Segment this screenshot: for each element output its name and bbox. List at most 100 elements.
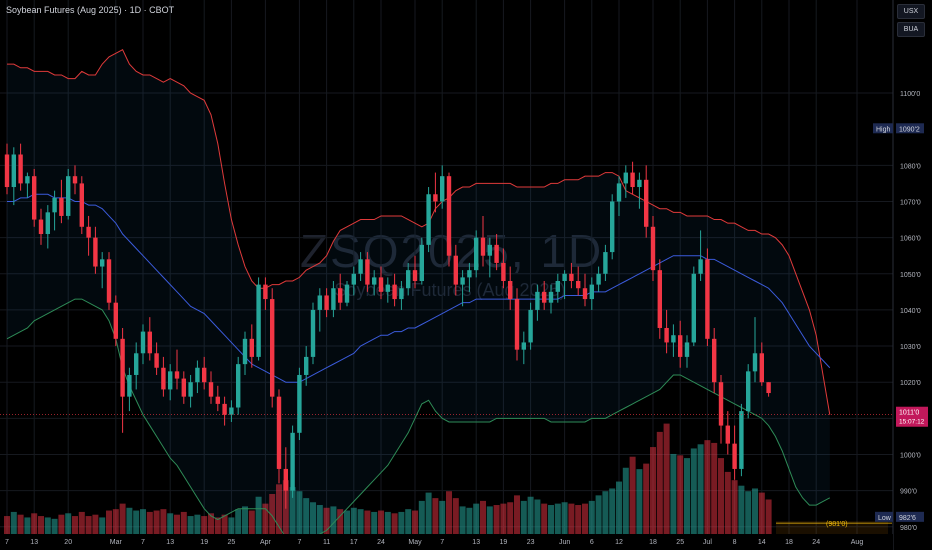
candle xyxy=(752,317,758,383)
candle-body xyxy=(106,259,112,303)
candle-body xyxy=(72,176,78,184)
time-tick-label: 7 xyxy=(5,539,9,546)
time-tick-label: 6 xyxy=(590,539,594,546)
candle xyxy=(147,317,152,361)
volume-bar xyxy=(466,507,473,534)
volume-bar xyxy=(541,503,548,534)
candle xyxy=(242,331,248,375)
candle xyxy=(113,295,118,347)
zone-upper-label: (981'0) xyxy=(826,521,848,528)
candle-body xyxy=(664,327,669,343)
volume-bar xyxy=(616,481,622,534)
time-tick-label: 19 xyxy=(200,539,208,546)
volume-bar xyxy=(418,500,425,534)
candle xyxy=(548,284,554,314)
candle xyxy=(671,324,676,357)
price-tick-label: 980'0 xyxy=(900,525,917,532)
volume-bar xyxy=(582,503,588,534)
candle-body xyxy=(419,244,424,281)
candle xyxy=(195,360,200,394)
candle-body xyxy=(698,259,703,274)
candle xyxy=(256,277,261,361)
candle xyxy=(72,165,78,195)
volume-bar xyxy=(738,485,745,534)
candle-body xyxy=(528,309,533,343)
candle xyxy=(140,324,146,365)
candle xyxy=(378,266,384,300)
volume-bar xyxy=(405,509,412,534)
candle-body xyxy=(154,353,159,368)
candle xyxy=(270,288,275,408)
time-tick-label: Mar xyxy=(110,539,123,546)
volume-bar xyxy=(500,503,507,534)
candle xyxy=(304,346,309,386)
volume-bar xyxy=(575,505,582,534)
candle-body xyxy=(732,443,737,469)
candle-body xyxy=(242,338,248,365)
candle-body xyxy=(304,356,309,375)
volume-bar xyxy=(697,444,704,534)
candle xyxy=(453,244,458,296)
volume-bar xyxy=(568,503,575,534)
candle-body xyxy=(746,371,751,412)
volume-bar xyxy=(289,487,296,534)
volume-bar xyxy=(446,491,452,534)
volume-bar xyxy=(106,510,112,534)
candle-body xyxy=(392,284,397,300)
volume-bar xyxy=(718,458,724,534)
last-price-value: 1011'0 xyxy=(899,410,919,417)
candle xyxy=(467,262,472,292)
volume-bar xyxy=(432,498,439,534)
candle-body xyxy=(705,259,710,339)
volume-bar xyxy=(208,513,214,534)
volume-bar xyxy=(595,495,602,534)
candle xyxy=(59,179,64,224)
volume-bar xyxy=(10,511,17,534)
candle xyxy=(188,374,193,408)
candle xyxy=(440,165,445,209)
bollinger-lower-line xyxy=(6,298,831,546)
time-axis-background xyxy=(0,534,893,550)
volume-bar xyxy=(507,502,514,534)
candle xyxy=(11,147,16,206)
candle-body xyxy=(331,288,336,310)
candle xyxy=(644,165,649,238)
volume-bar xyxy=(262,503,269,534)
candle xyxy=(236,356,241,415)
candle-body xyxy=(712,338,717,383)
time-tick-label: 7 xyxy=(440,539,444,546)
time-tick-label: 7 xyxy=(297,539,301,546)
volume-bar xyxy=(629,456,636,534)
candle-body xyxy=(59,197,64,216)
candle-body xyxy=(555,281,560,292)
candle-body xyxy=(181,378,186,397)
candle xyxy=(610,194,615,260)
scale-mode-chip[interactable]: BUA xyxy=(897,22,925,37)
candle-body xyxy=(202,367,207,383)
candle xyxy=(657,259,662,339)
candle-body xyxy=(263,284,268,300)
currency-chip[interactable]: USX xyxy=(897,4,925,19)
time-tick-label: Jun xyxy=(559,539,570,546)
candle-body xyxy=(766,382,771,394)
candle-body xyxy=(569,273,574,281)
volume-bar xyxy=(520,500,527,534)
volume-bar xyxy=(486,506,493,534)
bollinger-band-fill xyxy=(7,49,830,545)
candle-body xyxy=(684,342,690,357)
time-tick-label: 17 xyxy=(350,539,358,546)
candle xyxy=(134,342,139,390)
candle xyxy=(419,237,424,285)
candle-body xyxy=(385,284,390,292)
candle-body xyxy=(501,262,506,281)
candle-body xyxy=(344,284,350,303)
candle xyxy=(93,226,98,274)
volume-bar xyxy=(459,506,466,534)
volume-bar xyxy=(140,509,146,534)
high-tag: High xyxy=(876,126,891,133)
candle-body xyxy=(11,154,16,188)
candle-body xyxy=(610,201,615,253)
volume-bar xyxy=(514,495,520,534)
